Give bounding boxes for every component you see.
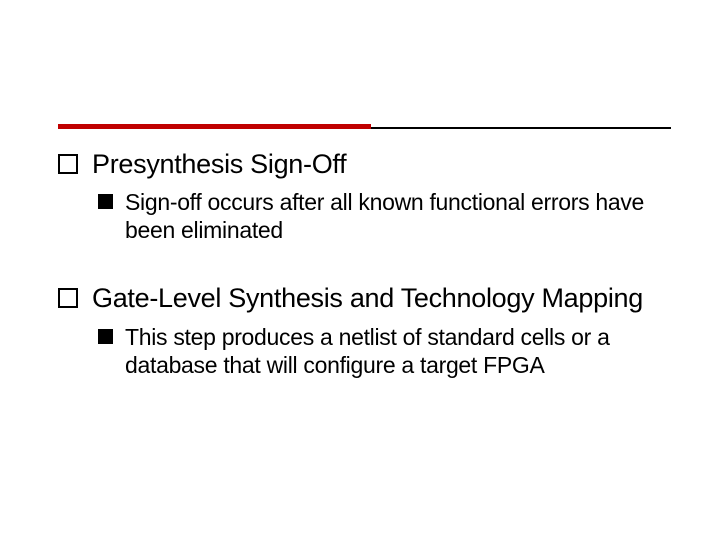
list-item: This step produces a netlist of standard… [98, 323, 672, 379]
filled-square-icon [98, 194, 113, 209]
filled-square-icon [98, 329, 113, 344]
slide-body: Presynthesis Sign-Off Sign-off occurs af… [58, 148, 672, 407]
list-item: Presynthesis Sign-Off [58, 148, 672, 180]
spacer [58, 272, 672, 282]
title-rule-black [371, 127, 671, 129]
hollow-square-icon [58, 154, 78, 174]
title-rule-red [58, 124, 371, 129]
list-item: Sign-off occurs after all known function… [98, 188, 672, 244]
list-item-text: Gate-Level Synthesis and Technology Mapp… [92, 282, 643, 314]
hollow-square-icon [58, 288, 78, 308]
list-item: Gate-Level Synthesis and Technology Mapp… [58, 282, 672, 314]
list-item-text: This step produces a netlist of standard… [125, 323, 672, 379]
list-item-text: Presynthesis Sign-Off [92, 148, 346, 180]
list-item-text: Sign-off occurs after all known function… [125, 188, 672, 244]
slide: Presynthesis Sign-Off Sign-off occurs af… [0, 0, 720, 540]
